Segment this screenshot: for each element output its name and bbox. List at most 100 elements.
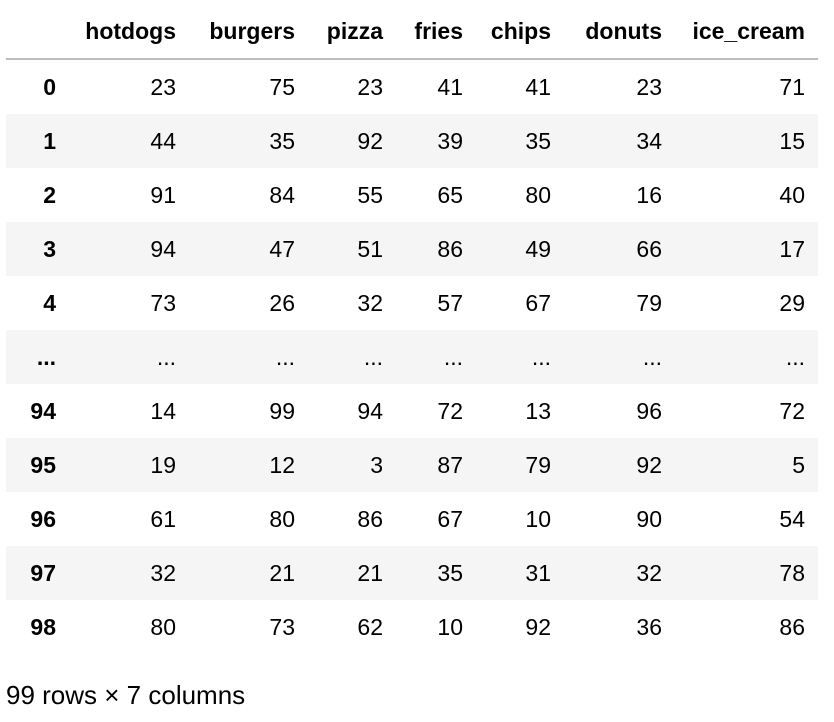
cell-burgers: 80 <box>269 505 295 532</box>
cell-fries: 86 <box>437 235 463 262</box>
cell-donuts: 34 <box>636 127 662 154</box>
cell-burgers: 73 <box>269 613 295 640</box>
dataframe-output: hotdogs burgers pizza fries chips donuts… <box>6 4 818 654</box>
cell-pizza: 23 <box>357 73 383 100</box>
cell-ice-cream: 29 <box>779 289 805 316</box>
table-row: ........................ <box>6 330 818 384</box>
column-header-hotdogs: hotdogs <box>69 4 189 60</box>
row-index: 96 <box>30 505 56 532</box>
cell-hotdogs: 91 <box>150 181 176 208</box>
cell-chips: 10 <box>525 505 551 532</box>
row-index: 3 <box>43 235 56 262</box>
cell-ice-cream: 40 <box>779 181 805 208</box>
column-header-fries: fries <box>396 4 476 60</box>
cell-donuts: 90 <box>636 505 662 532</box>
cell-burgers: 99 <box>269 397 295 424</box>
cell-fries: 10 <box>437 613 463 640</box>
cell-fries: 41 <box>437 73 463 100</box>
cell-ice-cream: 5 <box>792 451 805 478</box>
column-header-chips: chips <box>476 4 564 60</box>
table-body: 0 23 75 23 41 41 23 71 1 44 35 92 39 35 34 15 2 91 84 55 65 8… <box>6 59 818 654</box>
cell-hotdogs: 94 <box>150 235 176 262</box>
cell-chips: 67 <box>525 289 551 316</box>
cell-donuts: 32 <box>636 559 662 586</box>
row-index: 98 <box>30 613 56 640</box>
cell-donuts: ... <box>642 343 662 370</box>
cell-ice-cream: 54 <box>779 505 805 532</box>
row-index: 94 <box>30 397 56 424</box>
cell-chips: 49 <box>525 235 551 262</box>
cell-burgers: 21 <box>269 559 295 586</box>
cell-ice-cream: 86 <box>779 613 805 640</box>
cell-ice-cream: ... <box>785 343 805 370</box>
cell-burgers: 12 <box>269 451 295 478</box>
cell-hotdogs: 23 <box>150 73 176 100</box>
table-row: 96 61 80 86 67 10 90 54 <box>6 492 818 546</box>
index-header <box>6 4 69 60</box>
cell-pizza: 62 <box>357 613 383 640</box>
cell-chips: 80 <box>525 181 551 208</box>
cell-hotdogs: 80 <box>150 613 176 640</box>
cell-fries: 57 <box>437 289 463 316</box>
cell-hotdogs: 73 <box>150 289 176 316</box>
row-index: 0 <box>43 73 56 100</box>
cell-hotdogs: 61 <box>150 505 176 532</box>
cell-donuts: 16 <box>636 181 662 208</box>
cell-fries: ... <box>443 343 463 370</box>
cell-pizza: 86 <box>357 505 383 532</box>
cell-ice-cream: 17 <box>779 235 805 262</box>
row-index: 95 <box>30 451 56 478</box>
table-row: 4 73 26 32 57 67 79 29 <box>6 276 818 330</box>
cell-ice-cream: 78 <box>779 559 805 586</box>
cell-fries: 65 <box>437 181 463 208</box>
table-row: 3 94 47 51 86 49 66 17 <box>6 222 818 276</box>
cell-fries: 35 <box>437 559 463 586</box>
table-row: 94 14 99 94 72 13 96 72 <box>6 384 818 438</box>
table-row: 98 80 73 62 10 92 36 86 <box>6 600 818 654</box>
row-index: 2 <box>43 181 56 208</box>
cell-pizza: 55 <box>357 181 383 208</box>
cell-hotdogs: 14 <box>150 397 176 424</box>
cell-donuts: 96 <box>636 397 662 424</box>
cell-pizza: 3 <box>370 451 383 478</box>
cell-burgers: 47 <box>269 235 295 262</box>
cell-pizza: 51 <box>357 235 383 262</box>
cell-ice-cream: 71 <box>779 73 805 100</box>
cell-donuts: 92 <box>636 451 662 478</box>
cell-pizza: 94 <box>357 397 383 424</box>
cell-pizza: 32 <box>357 289 383 316</box>
cell-fries: 87 <box>437 451 463 478</box>
table-row: 1 44 35 92 39 35 34 15 <box>6 114 818 168</box>
table-row: 2 91 84 55 65 80 16 40 <box>6 168 818 222</box>
cell-hotdogs: 44 <box>150 127 176 154</box>
cell-chips: 13 <box>525 397 551 424</box>
row-index: 4 <box>43 289 56 316</box>
cell-chips: 79 <box>525 451 551 478</box>
table-row: 97 32 21 21 35 31 32 78 <box>6 546 818 600</box>
table-row: 95 19 12 3 87 79 92 5 <box>6 438 818 492</box>
column-header-ice-cream: ice_cream <box>675 4 818 60</box>
cell-burgers: 75 <box>269 73 295 100</box>
cell-burgers: ... <box>275 343 295 370</box>
cell-hotdogs: ... <box>156 343 176 370</box>
cell-hotdogs: 32 <box>150 559 176 586</box>
header-row: hotdogs burgers pizza fries chips donuts… <box>6 4 818 60</box>
cell-fries: 67 <box>437 505 463 532</box>
cell-burgers: 84 <box>269 181 295 208</box>
row-index: ... <box>36 343 56 370</box>
cell-fries: 72 <box>437 397 463 424</box>
cell-fries: 39 <box>437 127 463 154</box>
cell-pizza: ... <box>363 343 383 370</box>
table-row: 0 23 75 23 41 41 23 71 <box>6 59 818 114</box>
column-header-burgers: burgers <box>189 4 308 60</box>
cell-burgers: 26 <box>269 289 295 316</box>
column-header-donuts: donuts <box>564 4 675 60</box>
cell-donuts: 79 <box>636 289 662 316</box>
cell-chips: 41 <box>525 73 551 100</box>
dataframe-table: hotdogs burgers pizza fries chips donuts… <box>6 4 818 654</box>
cell-donuts: 66 <box>636 235 662 262</box>
cell-pizza: 92 <box>357 127 383 154</box>
cell-chips: 35 <box>525 127 551 154</box>
row-index: 1 <box>43 127 56 154</box>
cell-chips: ... <box>531 343 551 370</box>
